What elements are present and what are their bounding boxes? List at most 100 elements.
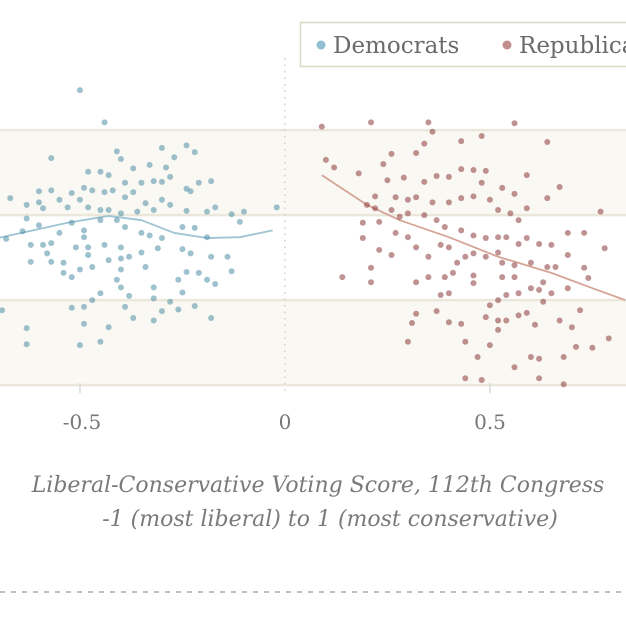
data-point-democrats [187,250,194,257]
data-point-democrats [122,194,129,201]
data-point-republicans [372,205,379,212]
data-point-democrats [224,253,231,260]
x-axis-title: Liberal-Conservative Voting Score, 112th… [31,473,605,498]
data-point-democrats [89,263,96,270]
data-point-democrats [195,269,202,276]
data-point-republicans [441,223,448,230]
data-point-republicans [482,167,489,174]
data-point-republicans [433,217,440,224]
data-point-democrats [195,179,202,186]
data-point-democrats [158,196,165,203]
data-point-republicans [478,133,485,140]
data-point-republicans [486,196,493,203]
data-point-democrats [138,179,145,186]
data-point-republicans [322,156,329,163]
data-point-republicans [552,263,559,270]
data-point-democrats [138,249,145,256]
data-point-democrats [146,232,153,239]
data-point-republicans [404,196,411,203]
data-point-republicans [527,354,534,361]
data-point-democrats [228,268,235,275]
data-point-democrats [68,274,75,281]
data-point-republicans [499,274,506,281]
data-point-democrats [85,204,92,211]
data-point-democrats [158,308,165,315]
data-point-republicans [540,279,547,286]
data-point-democrats [150,295,157,302]
data-point-democrats [44,250,51,257]
background-bands [0,128,626,387]
data-point-democrats [48,258,55,265]
data-point-democrats [150,178,157,185]
data-point-democrats [142,263,149,270]
data-point-republicans [445,290,452,297]
data-point-democrats [81,303,88,310]
x-axis-subtitle: -1 (most liberal) to 1 (most conservativ… [102,507,558,532]
data-point-democrats [97,290,104,297]
data-point-republicans [458,227,465,234]
data-point-democrats [138,229,145,236]
data-point-democrats [191,224,198,231]
shaded-band [0,130,626,216]
data-point-democrats [167,298,174,305]
data-point-democrats [0,307,6,314]
data-point-democrats [56,229,63,236]
data-point-republicans [425,253,432,260]
data-point-republicans [536,355,543,362]
data-point-republicans [544,195,551,202]
data-point-republicans [445,244,452,251]
data-point-democrats [40,241,47,248]
data-point-republicans [425,119,432,126]
data-point-republicans [511,262,518,269]
data-point-republicans [396,213,403,220]
data-point-republicans [474,354,481,361]
data-point-republicans [495,326,502,333]
data-point-republicans [363,201,370,208]
data-point-republicans [511,190,518,197]
data-point-republicans [421,212,428,219]
data-point-democrats [81,184,88,191]
data-point-democrats [150,206,157,213]
data-point-republicans [445,319,452,326]
data-point-republicans [413,150,420,157]
data-point-republicans [536,240,543,247]
data-point-democrats [105,172,112,179]
data-point-republicans [368,119,375,126]
data-point-republicans [462,253,469,260]
legend: Democrats Republicans [299,21,626,68]
data-point-democrats [101,119,108,126]
data-point-republicans [376,246,383,253]
data-point-republicans [605,335,612,342]
data-point-republicans [359,235,366,242]
data-point-democrats [68,304,75,311]
data-point-democrats [191,149,198,156]
data-point-democrats [163,164,170,171]
data-point-republicans [470,250,477,257]
legend-box [299,21,626,68]
data-point-democrats [56,196,63,203]
data-point-democrats [273,204,280,211]
data-point-republicans [478,377,485,384]
data-point-democrats [7,195,14,202]
data-point-democrats [85,252,92,259]
data-point-democrats [134,208,141,215]
data-point-republicans [482,253,489,260]
data-point-democrats [228,211,235,218]
data-point-republicans [392,194,399,201]
data-point-democrats [105,206,112,213]
data-point-democrats [68,219,75,226]
data-point-republicans [527,285,534,292]
data-point-republicans [556,317,563,324]
data-point-republicans [331,164,338,171]
data-point-republicans [462,338,469,345]
data-point-democrats [60,259,67,266]
data-point-democrats [154,245,161,252]
data-point-democrats [97,206,104,213]
data-point-democrats [40,205,47,212]
data-point-democrats [150,317,157,324]
data-point-republicans [601,245,608,252]
data-point-republicans [527,259,534,266]
data-point-republicans [503,317,510,324]
data-point-republicans [437,241,444,248]
